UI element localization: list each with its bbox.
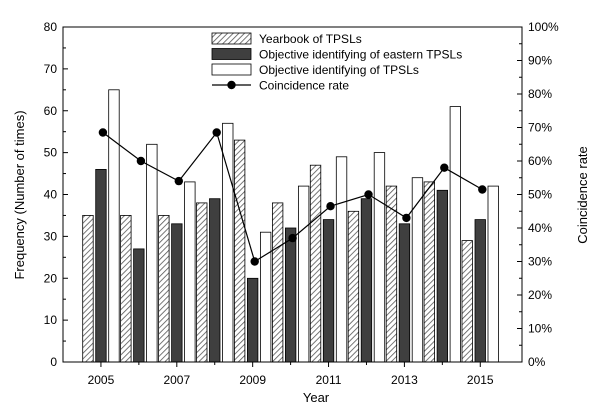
bar-2-2005 (95, 168, 107, 363)
bar-3-2009 (259, 231, 272, 363)
x-tick-label: 2011 (316, 373, 342, 387)
x-tick-label: 2013 (391, 373, 418, 387)
y2-tick-label: 0% (528, 355, 546, 369)
y2-tick-label: 50% (528, 188, 552, 202)
bar-3-2006 (146, 143, 158, 363)
coincidence-point-2010 (288, 233, 297, 243)
bar-3-2012 (373, 152, 386, 363)
bar-2-2007 (171, 223, 183, 363)
bar-2-2015 (474, 219, 486, 363)
y-tick-label: 70 (44, 62, 58, 76)
coincidence-point-2011 (326, 202, 335, 211)
x-tick-label: 2005 (88, 373, 115, 387)
coincidence-point-2005 (98, 128, 108, 137)
bar-1-2012 (347, 210, 360, 363)
bar-1-2008 (196, 202, 208, 363)
bar-2-2009 (246, 277, 259, 363)
bar-2-2012 (360, 198, 373, 363)
x-tick-label: 2015 (467, 373, 494, 387)
y-tick-label: 40 (44, 188, 58, 202)
bar-1-2014 (423, 181, 436, 363)
bar-1-2006 (120, 214, 132, 363)
bar-1-2010 (271, 202, 284, 363)
x-tick-label: 2007 (163, 373, 190, 387)
legend-swatch-2 (211, 48, 252, 60)
x-tick-label: 2009 (239, 373, 266, 387)
plot-area: 0 10 20 30 40 50 60 70 80 0% 10% 20% 30% 40% 50% 60% 70%… (44, 20, 559, 387)
legend-label-1: Yearbook of TPSLs (259, 32, 362, 46)
bar-1-2005 (82, 214, 94, 363)
y-tick-label: 20 (44, 271, 58, 285)
y2-tick-label: 40% (528, 221, 552, 235)
y-tick-label: 30 (44, 229, 58, 243)
legend-marker (227, 80, 236, 90)
bar-1-2007 (158, 214, 170, 363)
y2-tick-label: 80% (528, 87, 552, 101)
y2-tick-label: 30% (528, 255, 552, 269)
y2-tick-label: 90% (528, 54, 552, 68)
y-tick-label: 50 (44, 146, 58, 160)
bar-2-2010 (284, 227, 297, 363)
y2-tick-label: 60% (528, 154, 552, 168)
y2-tick-label: 100% (528, 20, 559, 34)
y-tick-label: 0 (50, 355, 57, 369)
bar-3-2010 (297, 185, 310, 363)
coincidence-point-2007 (174, 176, 183, 186)
coincidence-point-2015 (478, 185, 487, 194)
legend-swatch-3 (211, 63, 252, 76)
y2-axis-label: Coincidence rate (575, 146, 590, 244)
coincidence-point-2008 (212, 128, 221, 137)
legend-label-4: Coincidence rate (259, 79, 349, 93)
legend-swatch-1 (211, 32, 252, 45)
y2-tick-label: 20% (528, 288, 552, 302)
bar-3-2005 (108, 89, 120, 363)
coincidence-point-2006 (136, 156, 146, 166)
y-axis-label: Frequency (Number of times) (12, 110, 27, 279)
bar-2-2006 (133, 248, 145, 363)
bar-2-2013 (398, 223, 411, 363)
bar-3-2007 (184, 181, 196, 363)
bar-1-2015 (461, 240, 473, 363)
bar-3-2014 (449, 106, 462, 363)
bar-3-2013 (411, 177, 424, 363)
x-axis-label: Year (303, 390, 330, 405)
bar-1-2013 (385, 185, 398, 363)
legend-label-2: Objective identifying of eastern TPSLs (259, 48, 462, 62)
y-tick-label: 10 (44, 313, 58, 327)
bar-2-2014 (436, 189, 449, 363)
legend-label-3: Objective identifying of TPSLs (259, 63, 419, 77)
coincidence-point-2013 (402, 213, 411, 223)
coincidence-point-2014 (440, 163, 449, 172)
bar-1-2009 (233, 139, 246, 363)
bar-2-2008 (209, 198, 221, 363)
coincidence-point-2012 (364, 190, 373, 199)
y2-tick-label: 70% (528, 121, 552, 135)
y-tick-label: 80 (44, 20, 58, 34)
y-tick-label: 60 (44, 104, 58, 118)
bar-2-2011 (322, 219, 335, 363)
bar-1-2011 (309, 164, 322, 363)
coincidence-point-2009 (250, 257, 259, 266)
bar-3-2011 (335, 156, 348, 363)
bar-3-2015 (487, 185, 499, 363)
y2-tick-label: 10% (528, 322, 552, 336)
